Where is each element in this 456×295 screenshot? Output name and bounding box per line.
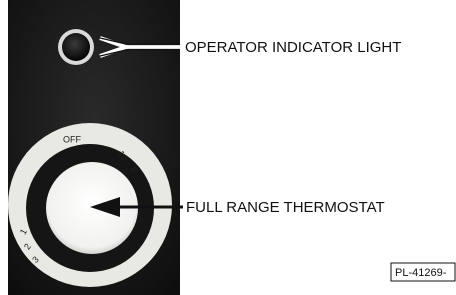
indicator-light [62,33,90,61]
figure: OFF 10 8 1 2 3 OPERATOR INDICATOR LIGHT … [0,0,456,295]
callout-label: OPERATOR INDICATOR LIGHT [185,39,401,56]
figure-code: PL-41269- [395,267,447,279]
dial-label: OFF [63,134,81,144]
callout-label: FULL RANGE THERMOSTAT [186,199,385,216]
